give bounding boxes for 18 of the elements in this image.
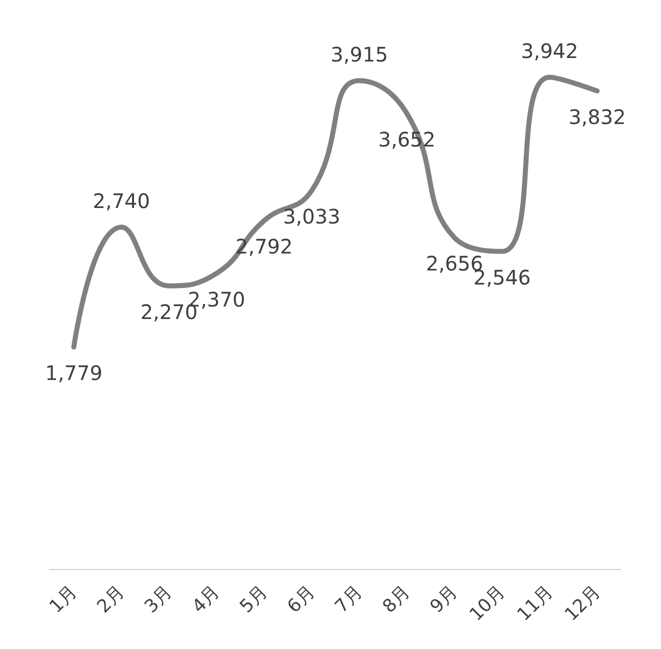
data-label: 1,779 (45, 361, 102, 386)
x-tick-label: 9月 (426, 582, 462, 618)
data-label: 3,915 (330, 42, 388, 67)
x-tick-label: 5月 (236, 582, 272, 618)
data-label: 2,740 (92, 189, 150, 214)
x-tick-label: 11月 (513, 582, 558, 626)
x-tick-label: 1月 (46, 582, 82, 618)
data-label: 3,832 (568, 104, 626, 129)
x-tick-label: 8月 (378, 582, 414, 618)
x-tick-label: 7月 (331, 582, 367, 618)
x-tick-label: 6月 (283, 582, 320, 618)
x-tick-label: 10月 (466, 582, 510, 626)
x-tick-label: 4月 (188, 582, 224, 618)
x-tick-label: 2月 (93, 582, 129, 618)
x-tick-label: 3月 (140, 582, 176, 618)
data-label: 3,942 (520, 39, 578, 64)
data-label: 3,033 (283, 204, 340, 229)
x-tick-label: 12月 (560, 582, 605, 626)
